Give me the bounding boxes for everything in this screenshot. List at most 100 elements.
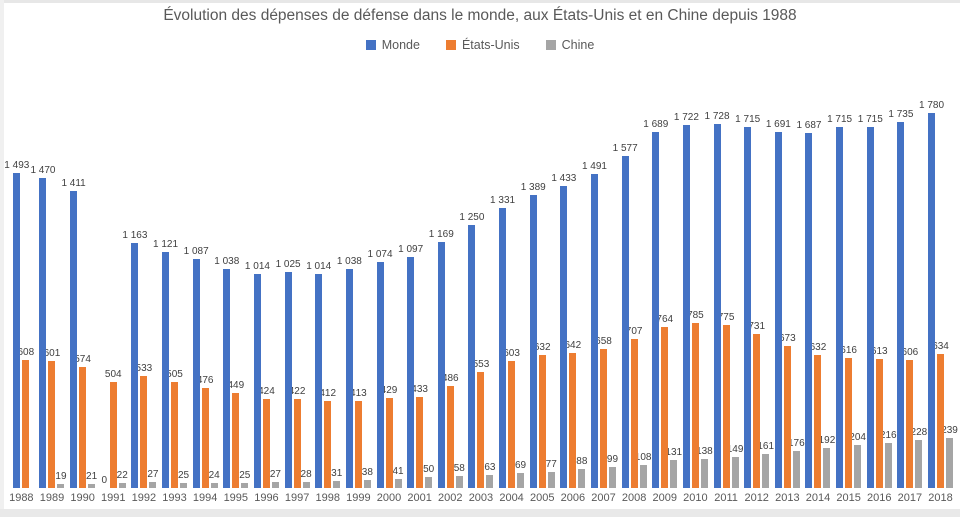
bar-etats-unis-1999 — [354, 401, 362, 488]
bar-cell-etats-unis-2015: 616 — [840, 345, 857, 488]
bar-monde-2011 — [713, 123, 721, 488]
frame-edge-left — [0, 0, 4, 517]
bar-cell-chine-1992: 27 — [147, 469, 158, 488]
bar-cell-monde-1992: 1 163 — [122, 230, 147, 488]
bar-cell-chine-1996: 27 — [270, 469, 281, 488]
bar-monde-1997 — [284, 272, 292, 488]
x-axis-label-2007: 2007 — [591, 492, 616, 504]
data-label-etats-unis-2008: 707 — [625, 326, 643, 338]
bar-etats-unis-2009 — [661, 327, 669, 488]
x-axis-label-2014: 2014 — [805, 492, 831, 504]
bar-cell-etats-unis-2016: 613 — [871, 346, 888, 488]
bar-cell-chine-2011: 149 — [727, 444, 743, 488]
bar-cell-etats-unis-1990: 574 — [74, 354, 91, 488]
data-label-monde-2009: 1 689 — [643, 119, 669, 131]
bar-etats-unis-2002 — [446, 385, 454, 488]
data-label-monde-2003: 1 250 — [459, 211, 485, 223]
bar-etats-unis-1992 — [140, 375, 148, 488]
data-label-etats-unis-1994: 476 — [196, 374, 214, 386]
bar-chine-2010 — [700, 458, 708, 488]
bar-group-1997: 1 025 422 28 — [276, 112, 313, 488]
x-axis-label-2011: 2011 — [714, 492, 738, 504]
bar-etats-unis-1997 — [293, 399, 301, 488]
bar-cell-etats-unis-2004: 603 — [503, 348, 520, 488]
data-label-monde-1999: 1 038 — [336, 256, 362, 268]
bar-cell-monde-2014: 1 687 — [796, 120, 821, 488]
data-label-monde-1995: 1 038 — [214, 256, 240, 268]
bar-group-2014: 1 687 632 192 — [796, 112, 835, 488]
bar-chine-2006 — [578, 469, 586, 488]
bar-etats-unis-2007 — [599, 349, 607, 488]
bar-monde-2000 — [376, 261, 384, 488]
x-axis-label-1993: 1993 — [162, 492, 187, 504]
bar-cell-monde-2013: 1 691 — [766, 119, 791, 488]
bar-cell-monde-1990: 1 411 — [61, 178, 86, 488]
bar-group-2015: 1 715 616 204 — [827, 112, 866, 488]
bar-chine-2007 — [608, 467, 616, 488]
data-label-monde-1988: 1 493 — [4, 160, 30, 172]
bar-group-2018: 1 780 634 239 — [919, 100, 958, 488]
x-axis-label-2004: 2004 — [499, 492, 524, 504]
bar-chine-2012 — [762, 454, 770, 488]
data-label-chine-1991: 22 — [116, 470, 128, 482]
bar-cell-monde-1997: 1 025 — [276, 259, 301, 488]
bar-chine-1993 — [180, 482, 188, 488]
data-label-chine-1997: 28 — [300, 469, 312, 481]
bar-cell-monde-1988: 1 493 — [4, 160, 29, 488]
data-label-chine-2018: 239 — [941, 424, 958, 436]
data-label-etats-unis-2003: 553 — [472, 358, 490, 370]
bar-chine-1997 — [302, 482, 310, 488]
bar-chine-1990 — [88, 483, 96, 488]
legend-label-etats-unis: États-Unis — [461, 38, 520, 52]
bar-monde-2009 — [652, 132, 660, 488]
bar-monde-2017 — [897, 122, 905, 488]
bar-cell-etats-unis-1992: 533 — [136, 363, 152, 488]
bar-group-2009: 1 689 764 131 — [643, 112, 682, 488]
bar-cell-monde-2007: 1 491 — [582, 161, 607, 488]
data-label-etats-unis-1991: 504 — [104, 368, 122, 380]
bar-etats-unis-1990 — [79, 367, 87, 488]
bar-cell-monde-1989: 1 470 — [30, 165, 55, 488]
bar-cell-monde-2015: 1 715 — [827, 114, 852, 488]
data-label-etats-unis-1993: 505 — [166, 368, 183, 380]
bar-group-2016: 1 715 613 216 — [858, 112, 897, 488]
bar-cell-chine-1991: 22 — [117, 470, 128, 488]
bar-cell-chine-2015: 204 — [849, 432, 866, 488]
data-label-chine-1998: 31 — [331, 468, 343, 480]
bar-etats-unis-2010 — [691, 322, 699, 488]
x-axis-label-1988: 1988 — [9, 492, 34, 504]
bar-cell-monde-2004: 1 331 — [490, 195, 515, 488]
bar-monde-2006 — [560, 186, 568, 488]
data-label-chine-2012: 161 — [757, 441, 775, 453]
bar-group-1994: 1 087 476 24 — [184, 112, 221, 488]
data-label-monde-2007: 1 491 — [581, 160, 607, 172]
bar-group-2002: 1 169 486 58 — [429, 112, 466, 488]
data-label-etats-unis-1995: 449 — [227, 380, 245, 392]
x-axis-label-2005: 2005 — [529, 492, 555, 504]
bar-cell-chine-1993: 25 — [178, 470, 189, 488]
x-axis-label-2000: 2000 — [376, 492, 402, 504]
bar-etats-unis-2001 — [416, 396, 424, 488]
bar-cell-monde-1999: 1 038 — [337, 256, 362, 488]
bar-chine-1989 — [57, 484, 65, 488]
bar-cell-monde-2009: 1 689 — [643, 119, 668, 488]
bar-cell-chine-1994: 24 — [209, 470, 220, 488]
data-label-monde-1997: 1 025 — [275, 259, 301, 271]
bar-chine-2014 — [823, 447, 831, 488]
bar-cell-etats-unis-2012: 731 — [748, 321, 765, 488]
plot-area: 1 493 608 1 470 601 19 1 411 574 21 0 504 22 1 163 5… — [4, 100, 958, 488]
frame-edge-top — [0, 0, 960, 3]
data-label-etats-unis-2005: 632 — [533, 341, 551, 353]
bar-monde-1988 — [13, 173, 21, 488]
data-label-monde-2002: 1 169 — [428, 228, 454, 240]
data-label-etats-unis-1998: 412 — [319, 388, 337, 400]
data-label-monde-1991: 0 — [101, 475, 108, 486]
bar-cell-chine-2001: 50 — [423, 464, 434, 488]
legend-item-etats-unis: États-Unis — [445, 38, 520, 52]
bar-chine-2017 — [915, 439, 923, 488]
bar-etats-unis-1993 — [171, 381, 179, 488]
bar-etats-unis-2004 — [508, 360, 516, 488]
x-axis-label-1994: 1994 — [192, 492, 218, 504]
x-axis-label-2003: 2003 — [468, 492, 494, 504]
bar-cell-monde-1996: 1 014 — [245, 261, 270, 488]
